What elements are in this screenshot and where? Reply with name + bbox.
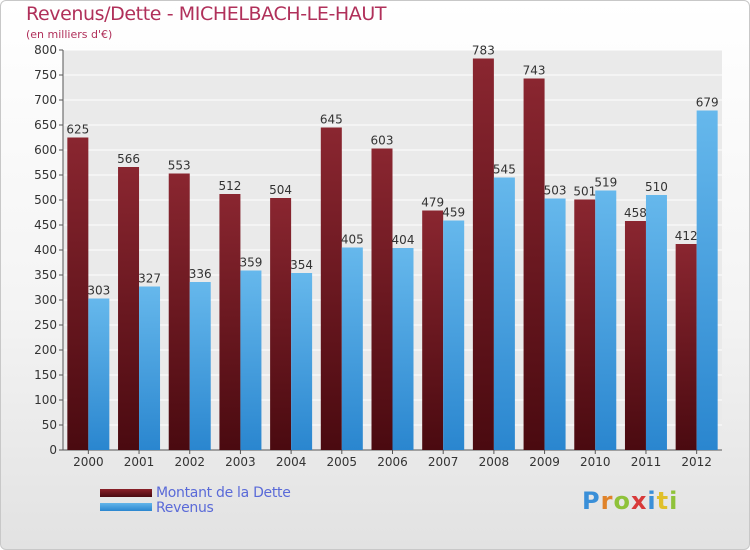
y-tick-label: 400	[34, 243, 57, 257]
y-tick-label: 600	[34, 143, 57, 157]
bar-dette	[675, 244, 697, 450]
bar-dette	[371, 148, 393, 450]
data-label-revenus: 354	[290, 258, 313, 272]
x-tick-label: 2000	[73, 455, 104, 469]
data-label-dette: 512	[218, 179, 241, 193]
y-tick-label: 650	[34, 118, 57, 132]
x-tick-label: 2006	[377, 455, 408, 469]
bar-dette	[574, 199, 596, 450]
data-label-dette: 458	[624, 206, 647, 220]
data-label-revenus: 503	[544, 184, 567, 198]
data-label-revenus: 327	[138, 272, 161, 286]
bar-revenus	[645, 195, 667, 450]
y-tick-label: 450	[34, 218, 57, 232]
bar-dette	[168, 173, 190, 450]
bar-dette	[422, 210, 444, 450]
y-tick-label: 350	[34, 268, 57, 282]
bar-revenus	[189, 282, 211, 450]
y-tick-label: 700	[34, 93, 57, 107]
y-tick-label: 100	[34, 393, 57, 407]
logo-letter: t	[656, 487, 670, 515]
x-tick-label: 2005	[327, 455, 358, 469]
bar-revenus	[139, 286, 161, 450]
data-label-dette: 553	[168, 159, 191, 173]
x-tick-label: 2002	[174, 455, 205, 469]
data-label-revenus: 510	[645, 180, 668, 194]
x-tick-label: 2007	[428, 455, 459, 469]
x-tick-label: 2001	[124, 455, 155, 469]
data-label-revenus: 336	[189, 267, 212, 281]
bar-revenus	[341, 247, 363, 450]
legend-label-revenus: Revenus	[156, 500, 214, 516]
legend-label-dette: Montant de la Dette	[156, 485, 291, 501]
y-tick-label: 300	[34, 293, 57, 307]
data-label-dette: 412	[675, 229, 698, 243]
y-tick-label: 500	[34, 193, 57, 207]
y-tick-label: 250	[34, 318, 57, 332]
legend-swatch-revenus	[100, 503, 152, 511]
y-tick-label: 200	[34, 343, 57, 357]
bar-dette	[118, 167, 140, 450]
data-label-dette: 783	[472, 44, 495, 58]
x-tick-label: 2009	[529, 455, 560, 469]
bar-dette	[320, 127, 342, 450]
x-tick-label: 2011	[631, 455, 662, 469]
x-tick-label: 2004	[276, 455, 307, 469]
data-label-revenus: 679	[696, 96, 719, 110]
logo-letter: o	[613, 487, 631, 515]
data-label-dette: 743	[523, 64, 546, 78]
data-label-dette: 603	[371, 134, 394, 148]
legend-swatch-dette	[100, 489, 152, 497]
data-label-revenus: 459	[442, 206, 465, 220]
bar-revenus	[392, 248, 414, 450]
logo-letter: i	[647, 487, 657, 515]
chart-title: Revenus/Dette - MICHELBACH-LE-HAUT	[26, 3, 387, 25]
data-label-dette: 645	[320, 113, 343, 127]
logo-letter: r	[600, 487, 614, 515]
logo-letter: P	[582, 487, 601, 515]
bar-dette	[219, 194, 241, 450]
bar-revenus	[240, 270, 262, 450]
y-tick-label: 0	[49, 443, 57, 457]
bar-dette	[523, 78, 545, 450]
bar-dette	[472, 58, 494, 450]
data-label-revenus: 405	[341, 233, 364, 247]
proxiti-logo: Proxiti	[582, 487, 678, 515]
y-tick-label: 150	[34, 368, 57, 382]
bar-dette	[67, 137, 89, 450]
data-label-revenus: 404	[392, 233, 415, 247]
x-tick-label: 2012	[681, 455, 712, 469]
bar-revenus	[696, 110, 718, 450]
x-tick-label: 2008	[479, 455, 510, 469]
bar-dette	[270, 198, 292, 450]
data-label-dette: 479	[421, 196, 444, 210]
data-label-dette: 625	[66, 123, 89, 137]
bar-revenus	[443, 220, 465, 450]
y-tick-label: 750	[34, 68, 57, 82]
data-label-dette: 501	[573, 185, 596, 199]
data-label-revenus: 303	[87, 284, 110, 298]
bar-revenus	[493, 177, 515, 450]
bar-revenus	[595, 190, 617, 450]
data-label-dette: 566	[117, 152, 140, 166]
bar-revenus	[291, 273, 313, 450]
data-label-dette: 504	[269, 183, 292, 197]
x-tick-label: 2010	[580, 455, 611, 469]
data-label-revenus: 519	[594, 176, 617, 190]
data-label-revenus: 545	[493, 163, 516, 177]
bar-revenus	[88, 298, 110, 450]
x-tick-label: 2003	[225, 455, 256, 469]
bar-revenus	[544, 198, 566, 450]
bar-dette	[624, 221, 646, 450]
chart-subtitle: (en milliers d'€)	[26, 28, 113, 41]
logo-letter: x	[630, 487, 648, 515]
y-tick-label: 800	[34, 43, 57, 57]
data-label-revenus: 359	[239, 256, 262, 270]
logo-letter: i	[669, 487, 679, 515]
y-tick-label: 50	[42, 418, 57, 432]
y-tick-label: 550	[34, 168, 57, 182]
